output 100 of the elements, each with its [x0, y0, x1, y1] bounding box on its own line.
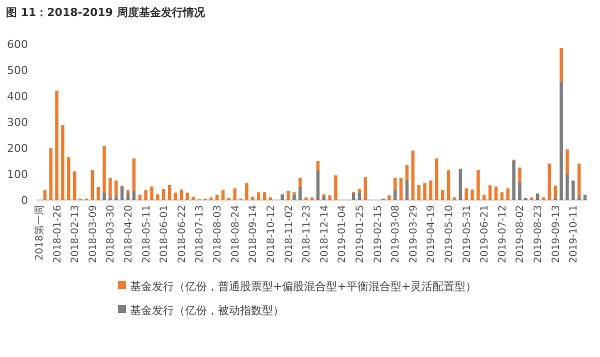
bar [446, 170, 450, 200]
bar [61, 125, 64, 200]
x-tick-label: 2019-09-13 [550, 205, 562, 264]
bar [417, 184, 420, 200]
bar [96, 187, 100, 200]
x-tick-label: 2019-05-10 [444, 205, 456, 264]
bar [577, 164, 581, 196]
legend-label: 基金发行（亿份，被动指数型） [130, 304, 284, 317]
bar [572, 180, 575, 200]
bar [298, 178, 302, 187]
y-tick-label: 200 [7, 142, 28, 155]
x-tick-label: 2019-04-19 [426, 205, 438, 264]
bar [518, 182, 522, 200]
x-tick-label: 2018第一周 [33, 205, 46, 260]
x-tick-label: 2018-08-03 [212, 205, 224, 264]
bar [108, 197, 112, 200]
x-tick-label: 2018-01-26 [52, 205, 64, 264]
bar [126, 194, 130, 200]
bar [174, 192, 178, 200]
bar [286, 190, 290, 200]
bar [49, 148, 52, 200]
x-tick-label: 2018-03-30 [106, 205, 117, 264]
x-tick-label: 2018-02-13 [70, 205, 82, 264]
bar [102, 146, 106, 192]
bar [488, 185, 492, 200]
bar [186, 192, 189, 200]
bar [55, 90, 58, 200]
bar [316, 170, 320, 200]
y-tick-label: 500 [7, 64, 28, 77]
bar [150, 186, 154, 200]
bar [470, 190, 474, 200]
bar [364, 177, 368, 200]
x-tick-label: 2018-10-12 [266, 205, 277, 264]
bar [108, 178, 112, 198]
y-tick-label: 100 [7, 168, 28, 181]
bar [256, 192, 260, 200]
bar [162, 189, 166, 200]
x-tick-label: 2019-06-21 [480, 205, 491, 264]
bar [168, 184, 172, 200]
bar [132, 190, 136, 200]
bar [458, 168, 462, 200]
bar [405, 180, 409, 200]
bar [245, 183, 248, 200]
bar [192, 196, 195, 200]
y-tick-label: 300 [7, 116, 28, 129]
x-tick-label: 2018-12-14 [319, 205, 330, 264]
x-tick-label: 2019-08-23 [533, 205, 544, 264]
bar [566, 149, 569, 174]
bar [566, 174, 569, 200]
bar [90, 170, 94, 200]
x-tick-label: 2018-06-01 [159, 205, 170, 264]
y-tick-label: 600 [7, 38, 28, 51]
x-tick-label: 2018-09-14 [248, 205, 260, 264]
bar [280, 194, 284, 200]
bar [423, 183, 426, 200]
bar [435, 158, 438, 200]
x-tick-label: 2019-03-08 [390, 205, 402, 264]
bar [334, 175, 338, 200]
bar [494, 186, 498, 200]
bar [560, 82, 563, 200]
bar [221, 190, 225, 200]
bar [138, 194, 142, 200]
bar [328, 195, 332, 200]
bar [554, 186, 557, 198]
bar [506, 188, 510, 200]
bar [67, 157, 70, 200]
x-tick-label: 2019-07-12 [497, 205, 508, 264]
bar [393, 178, 397, 190]
bar [476, 170, 480, 200]
x-tick-label: 2018-04-20 [124, 205, 134, 264]
bar [554, 197, 557, 200]
bar [358, 192, 362, 200]
x-tick-label: 2018-11-23 [302, 205, 313, 264]
x-tick-label: 2018-08-24 [230, 205, 242, 264]
bar [536, 194, 540, 200]
x-tick-label: 2019-10-11 [568, 205, 580, 264]
bar [114, 180, 118, 196]
bar [322, 196, 326, 200]
bar [262, 192, 266, 200]
bar [316, 161, 320, 170]
bar [512, 161, 516, 200]
bar [120, 187, 124, 200]
bar [548, 164, 552, 200]
x-tick-label: 2019-01-04 [337, 205, 348, 264]
bar [393, 190, 397, 200]
bar [482, 194, 486, 200]
x-tick-label: 2019-01-25 [354, 205, 366, 264]
bar [72, 171, 76, 200]
bar [292, 194, 296, 200]
bar [429, 180, 432, 200]
bar [126, 190, 130, 194]
bar [560, 48, 563, 82]
bar [411, 150, 415, 200]
x-tick-label: 2018-11-02 [284, 205, 295, 264]
bar [114, 196, 118, 200]
bar [43, 190, 47, 200]
bar [405, 164, 409, 180]
bar [180, 190, 184, 200]
x-tick-label: 2019-02-15 [372, 205, 384, 264]
legend-label: 基金发行（亿份，普通股票型+偏股混合型+平衡混合型+灵活配置型） [130, 280, 477, 293]
